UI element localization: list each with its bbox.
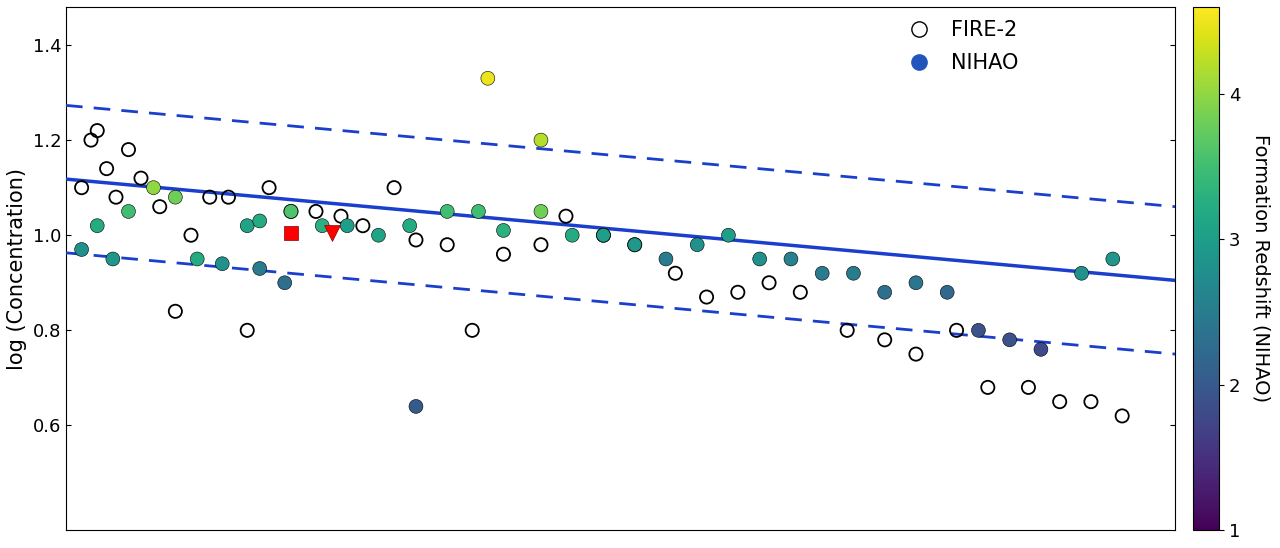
Point <box>131 174 151 182</box>
Point <box>837 326 858 335</box>
Point <box>118 145 138 154</box>
Point <box>399 221 420 230</box>
Point <box>212 259 233 268</box>
Point <box>781 255 801 264</box>
Point <box>1030 345 1051 353</box>
Point <box>1018 383 1038 392</box>
Point <box>937 288 957 296</box>
Point <box>250 264 270 273</box>
Point <box>118 207 138 216</box>
Point <box>165 307 186 316</box>
Point <box>187 255 207 264</box>
Point <box>72 245 92 254</box>
Point <box>369 231 389 239</box>
Point <box>337 221 357 230</box>
Point <box>906 278 927 287</box>
Point <box>1080 397 1101 406</box>
Point <box>531 241 552 249</box>
Point <box>165 193 186 202</box>
Point <box>280 229 301 237</box>
Point <box>946 326 966 335</box>
Point <box>330 212 351 221</box>
Point <box>280 207 301 216</box>
Point <box>106 193 127 202</box>
Point <box>406 402 426 411</box>
Point <box>87 221 108 230</box>
Point <box>493 250 513 259</box>
Point <box>237 221 257 230</box>
Point <box>81 136 101 145</box>
Point <box>593 231 613 239</box>
Point <box>625 241 645 249</box>
Y-axis label: log (Concentration): log (Concentration) <box>6 168 27 369</box>
Point <box>218 193 238 202</box>
Point <box>556 212 576 221</box>
Point <box>150 202 170 211</box>
Point <box>968 326 988 335</box>
Point <box>321 229 342 237</box>
Point <box>978 383 998 392</box>
Point <box>352 221 372 230</box>
Point <box>687 241 708 249</box>
Point <box>874 288 895 296</box>
Point <box>1102 255 1123 264</box>
Point <box>102 255 123 264</box>
Point <box>906 350 927 358</box>
Point <box>436 241 457 249</box>
Point <box>844 269 864 278</box>
Point <box>666 269 686 278</box>
Point <box>312 221 333 230</box>
Point <box>436 207 457 216</box>
Point <box>790 288 810 296</box>
Point <box>593 231 613 239</box>
Point <box>306 207 326 216</box>
Point <box>655 255 676 264</box>
Point <box>406 236 426 244</box>
Point <box>727 288 748 296</box>
Point <box>477 74 498 83</box>
Point <box>274 278 294 287</box>
Point <box>250 216 270 225</box>
Point <box>259 183 279 192</box>
Point <box>759 278 780 287</box>
Point <box>718 231 739 239</box>
Point <box>180 231 201 239</box>
Point <box>1000 335 1020 344</box>
Point <box>468 207 489 216</box>
Point <box>384 183 404 192</box>
Point <box>462 326 483 335</box>
Point <box>1050 397 1070 406</box>
Legend: FIRE-2, NIHAO: FIRE-2, NIHAO <box>890 12 1027 81</box>
Point <box>493 226 513 235</box>
Point <box>237 326 257 335</box>
Point <box>96 164 116 173</box>
Point <box>72 183 92 192</box>
Point <box>750 255 771 264</box>
Point <box>87 126 108 135</box>
Point <box>143 183 164 192</box>
Point <box>280 207 301 216</box>
Point <box>200 193 220 202</box>
Point <box>531 136 552 145</box>
Point <box>1071 269 1092 278</box>
Point <box>812 269 832 278</box>
Point <box>874 335 895 344</box>
Point <box>562 231 582 239</box>
Point <box>531 207 552 216</box>
Y-axis label: Formation Redshift (NIHAO): Formation Redshift (NIHAO) <box>1252 134 1271 403</box>
Point <box>625 241 645 249</box>
Point <box>696 293 717 301</box>
Point <box>1112 412 1133 420</box>
